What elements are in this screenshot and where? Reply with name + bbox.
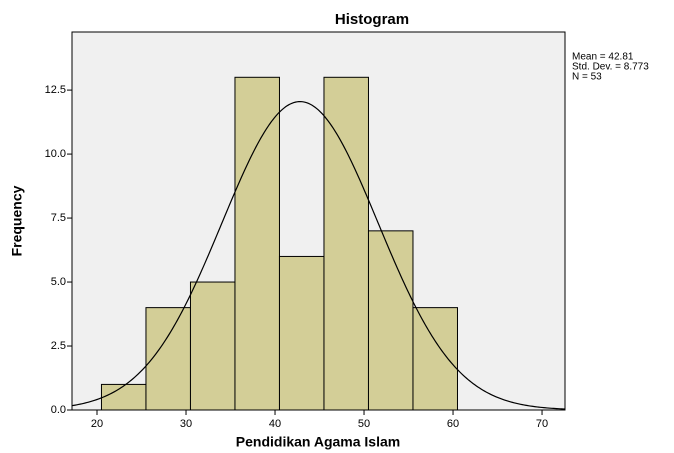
y-tick-label: 12.5	[45, 84, 66, 96]
bar	[100, 383, 147, 411]
bar	[189, 281, 236, 411]
y-tick-label: 2.5	[51, 340, 66, 352]
x-tick-label: 30	[180, 418, 192, 430]
y-tick-label: 10.0	[45, 148, 66, 160]
normal-curve	[71, 100, 566, 410]
stat-note: Mean = 42.81	[572, 52, 634, 63]
x-tick-label: 50	[358, 418, 370, 430]
x-tick-label: 20	[91, 418, 103, 430]
y-axis-label: Frequency	[9, 185, 25, 256]
x-tick-label: 40	[269, 418, 281, 430]
y-tick-label: 7.5	[51, 212, 66, 224]
x-axis-label: Pendidikan Agama Islam	[236, 434, 400, 450]
bar	[145, 307, 191, 411]
x-tick-label: 60	[447, 418, 459, 430]
bar	[323, 76, 369, 411]
bar	[412, 307, 458, 411]
x-tick-label: 70	[536, 418, 548, 430]
stat-note: N = 53	[572, 72, 602, 83]
y-tick-label: 0.0	[51, 404, 66, 416]
bar	[278, 255, 325, 411]
stat-note: Std. Dev. = 8.773	[572, 62, 649, 73]
y-tick-label: 5.0	[51, 276, 66, 288]
bar	[367, 230, 414, 411]
chart-title: Histogram	[335, 11, 409, 28]
bar	[234, 76, 280, 411]
